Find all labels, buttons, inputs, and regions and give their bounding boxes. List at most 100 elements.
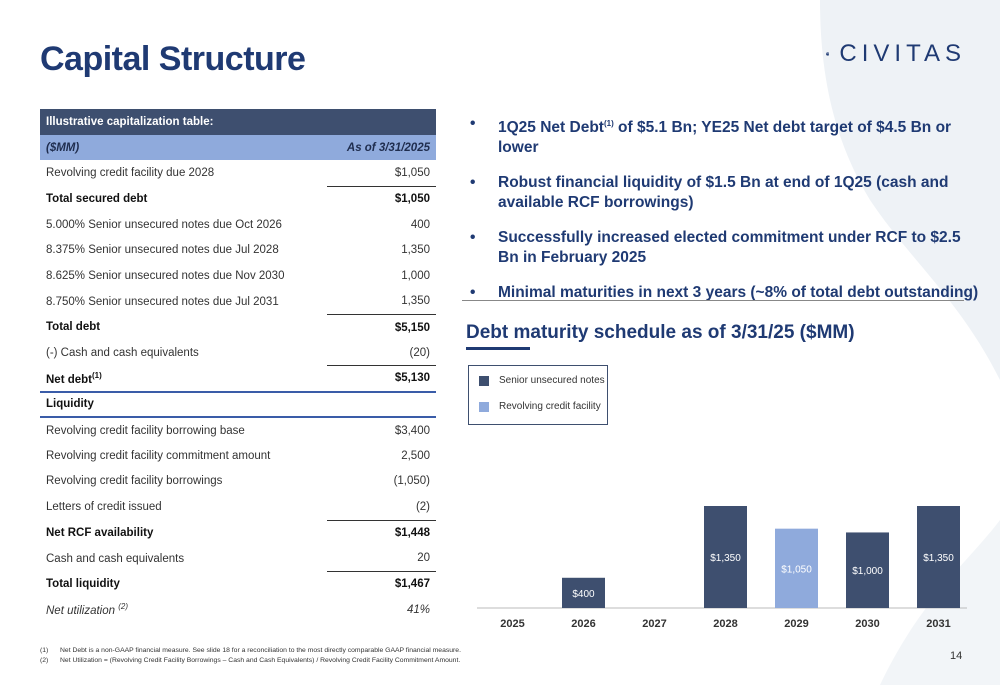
row-label: Revolving credit facility borrowing base — [46, 424, 245, 437]
section-label: Liquidity — [40, 391, 328, 419]
key-point-text: Robust financial liquidity of $1.5 Bn at… — [498, 174, 949, 212]
table-row: Net debt(1) $5,130 — [40, 365, 436, 393]
row-value: $5,130 — [327, 365, 436, 393]
row-label-text: Net utilization — [46, 605, 116, 618]
x-tick-label: 2027 — [642, 618, 666, 630]
footnote: (1) Net Debt is a non-GAAP financial meas… — [40, 646, 461, 656]
table-row: Revolving credit facility borrowing base… — [40, 417, 436, 443]
row-label: 8.625% Senior unsecured notes due Nov 20… — [46, 269, 285, 282]
row-value: (20) — [409, 346, 430, 359]
row-value: 1,350 — [401, 244, 430, 257]
bar-2026-0 — [562, 577, 605, 608]
debt-maturity-chart: 2025 $400 2026 2027 $1,350 2028 $1,050 2029 $1,0… — [477, 506, 967, 630]
key-point-text: Minimal maturities in next 3 years (~8% … — [498, 284, 979, 302]
x-tick-label: 2030 — [855, 618, 879, 630]
table-row: 8.625% Senior unsecured notes due Nov 20… — [40, 263, 436, 289]
x-tick-label: 2029 — [784, 618, 808, 630]
table-column-header-row: ($MM) As of 3/31/2025 — [40, 134, 436, 161]
table-row: 5.000% Senior unsecured notes due Oct 20… — [40, 212, 436, 238]
section-divider — [462, 300, 964, 301]
bullet-icon: • — [470, 284, 476, 302]
bullet-icon: • — [470, 229, 476, 247]
table-row: Total secured debt $1,050 — [40, 185, 436, 212]
column-header-unit: ($MM) — [40, 134, 328, 161]
table-row: Revolving credit facility borrowings (1,0… — [40, 469, 436, 495]
table-row: Revolving credit facility due 2028 $1,050 — [40, 160, 436, 186]
row-label: Revolving credit facility due 2028 — [46, 167, 215, 180]
legend-swatch — [479, 375, 489, 386]
bar-2031-0 — [917, 506, 960, 608]
row-value: 400 — [410, 218, 430, 231]
legend-label: Revolving credit facility — [499, 401, 601, 412]
row-label: Total debt — [46, 321, 101, 334]
bar-value-label: $400 — [572, 589, 595, 600]
x-tick-label: 2025 — [500, 618, 524, 630]
table-row: Cash and cash equivalents 20 — [40, 546, 436, 572]
x-tick-label: 2026 — [571, 618, 595, 630]
footnote-number: (2) — [40, 657, 49, 664]
bar-value-label: $1,350 — [923, 553, 954, 564]
capitalization-table: Illustrative capitalization table: ($MM)… — [40, 109, 436, 623]
bar-2030-0 — [846, 532, 889, 608]
bar-value-label: $1,050 — [781, 564, 812, 575]
footnote-ref: (2) — [118, 602, 129, 612]
row-label: (-) Cash and cash equivalents — [46, 347, 199, 360]
footnote-ref: (1) — [603, 119, 614, 128]
key-point: • Minimal maturities in next 3 years (~8%… — [470, 283, 980, 303]
bar-2028-0 — [704, 506, 747, 608]
footnote-text: Net Debt is a non-GAAP financial measure… — [60, 647, 461, 654]
key-points-list: • 1Q25 Net Debt(1) of $5.1 Bn; YE25 Net d… — [470, 114, 980, 318]
row-value: 2,500 — [401, 449, 430, 462]
footnote: (2) Net Utilization = (Revolving Credit F… — [40, 656, 461, 666]
footnote-ref: (1) — [92, 370, 102, 380]
row-value: $3,400 — [394, 424, 430, 437]
key-point: • Robust financial liquidity of $1.5 Bn a… — [470, 173, 980, 213]
table-header-row: Illustrative capitalization table: — [40, 109, 436, 135]
key-point: • Successfully increased elected commitme… — [470, 228, 980, 268]
row-value: 1,350 — [401, 295, 430, 308]
table-header-title: Illustrative capitalization table: — [40, 109, 436, 135]
row-label: 8.750% Senior unsecured notes due Jul 20… — [46, 295, 279, 308]
page-title: Capital Structure — [40, 40, 306, 78]
row-value: $1,467 — [327, 570, 436, 598]
row-value: (1,050) — [393, 475, 430, 488]
table-row: Letters of credit issued (2) — [40, 494, 436, 520]
table-row: Total liquidity $1,467 — [40, 570, 436, 598]
bullet-icon: • — [470, 174, 476, 192]
table-section-row: Liquidity — [40, 391, 436, 419]
legend-label: Senior unsecured notes — [499, 375, 605, 386]
row-label: Net debt(1) — [40, 365, 328, 393]
logo-text: CIVITAS — [839, 40, 966, 67]
bullet-icon: • — [470, 115, 476, 132]
key-point-text: Successfully increased elected commitmen… — [498, 229, 961, 267]
key-point-text-cont: of $5.1 Bn; YE25 Net debt target of $4.5… — [498, 119, 952, 157]
row-label: Revolving credit facility borrowings — [46, 475, 223, 488]
chart-legend: Senior unsecured notes Revolving credit … — [468, 365, 608, 425]
row-value: $5,150 — [327, 314, 436, 341]
table-row: Net utilization (2) 41% — [40, 597, 436, 623]
row-value: $1,050 — [394, 166, 430, 179]
bar-value-label: $1,350 — [710, 553, 741, 564]
legend-swatch — [479, 401, 489, 412]
table-row: 8.375% Senior unsecured notes due Jul 20… — [40, 237, 436, 263]
table-row: (-) Cash and cash equivalents (20) — [40, 340, 436, 366]
row-value: $1,448 — [327, 519, 436, 546]
company-logo: CIVITAS — [826, 37, 966, 71]
row-label: Cash and cash equivalents — [46, 552, 185, 565]
chart-title-underline — [466, 347, 530, 350]
footnote-number: (1) — [40, 647, 49, 654]
bar-value-label: $1,000 — [852, 566, 883, 577]
chart-title: Debt maturity schedule as of 3/31/25 ($M… — [466, 322, 855, 343]
row-value: 1,000 — [401, 269, 430, 282]
row-label: 5.000% Senior unsecured notes due Oct 20… — [46, 218, 282, 231]
x-tick-label: 2031 — [926, 618, 950, 630]
footnote-text: Net Utilization = (Revolving Credit Faci… — [60, 657, 461, 664]
key-point-text: 1Q25 Net Debt — [498, 119, 604, 137]
row-value: 41% — [406, 603, 430, 616]
row-label: Total liquidity — [46, 578, 120, 591]
row-value — [327, 391, 436, 419]
table-row: Revolving credit facility commitment amo… — [40, 443, 436, 469]
row-value: 20 — [417, 552, 430, 565]
row-value: $1,050 — [327, 185, 436, 212]
table-row: Net RCF availability $1,448 — [40, 519, 436, 546]
